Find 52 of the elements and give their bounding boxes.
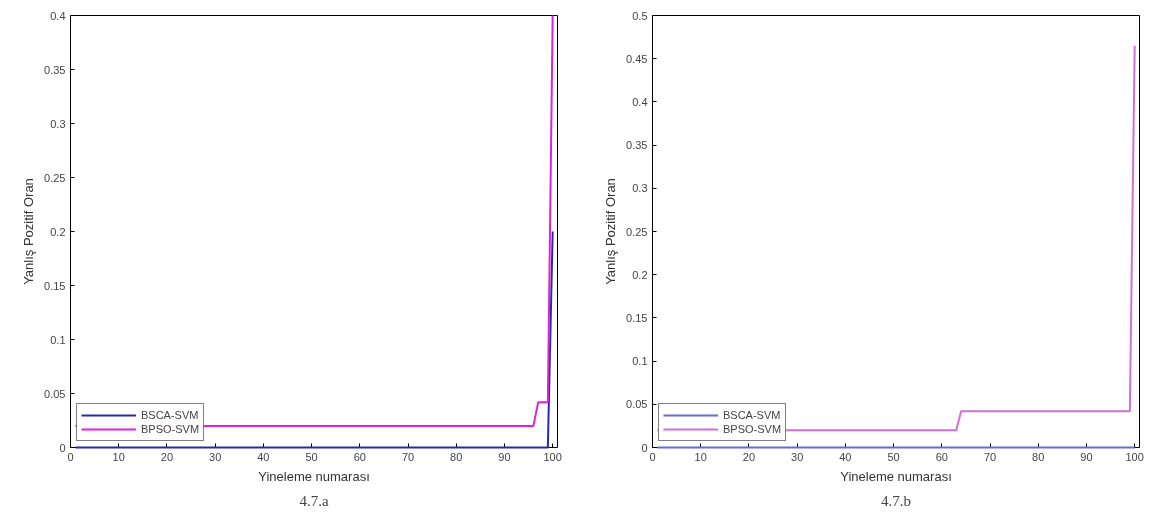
x-tick-label: 50 [887,450,900,463]
x-tick-label: 50 [305,450,318,463]
x-tick-label: 80 [450,450,463,463]
y-tick-label: 0.3 [632,182,648,195]
text: 4.7.b [881,492,911,509]
y-tick-label: 0.25 [44,171,66,184]
x-tick-label: 20 [742,450,756,463]
y-tick-label: 0.5 [632,9,648,22]
y-tick-label: 0.35 [626,139,648,152]
y-tick-label: 0.05 [626,398,648,411]
y-tick-label: 0.15 [626,311,648,324]
y-tick-label: 0.05 [44,387,66,400]
x-tick-label: 0 [649,450,656,463]
x-tick-label: 0 [67,450,74,463]
x-tick-label: 40 [257,450,270,463]
x-tick-label: 30 [209,450,222,463]
text: 4.7.a [299,492,329,509]
legend-label: BSCA-SVM [141,408,199,422]
x-tick-label: 100 [1125,450,1144,463]
legend-label: BSCA-SVM [723,408,781,422]
x-axis-title: Yineleme numarası [258,468,370,484]
y-tick-label: 0 [641,441,648,454]
y-tick-label: 0.1 [50,333,66,346]
x-tick-label: 30 [791,450,804,463]
y-tick-label: 0.25 [626,225,648,238]
y-tick-label: 0.4 [632,95,648,108]
y-tick-label: 0.45 [626,52,648,65]
y-tick-label: 0.1 [632,355,648,368]
x-tick-label: 10 [112,450,125,463]
legend-label: BPSO-SVM [723,422,782,436]
y-tick-label: 0.15 [44,279,66,292]
x-tick-label: 90 [1080,450,1093,463]
x-tick-label: 40 [839,450,852,463]
y-tick-label: 0.3 [50,117,66,130]
x-tick-label: 10 [694,450,707,463]
y-tick-label: 0.4 [50,9,66,22]
y-tick-label: 0 [59,441,66,454]
x-tick-label: 100 [543,450,562,463]
y-axis-title: Yanlış Pozitif Oran [21,178,37,285]
y-tick-label: 0.2 [50,225,66,238]
y-axis-title: Yanlış Pozitif Oran [603,178,619,285]
x-tick-label: 20 [160,450,174,463]
y-tick-label: 0.35 [44,63,66,76]
x-tick-label: 80 [1032,450,1045,463]
y-tick-label: 0.2 [632,268,648,281]
x-tick-label: 90 [498,450,511,463]
legend-label: BPSO-SVM [141,422,200,436]
x-axis-title: Yineleme numarası [840,468,952,484]
x-tick-label: 70 [401,450,415,463]
x-tick-label: 60 [353,450,366,463]
x-tick-label: 60 [935,450,948,463]
x-tick-label: 70 [983,450,997,463]
